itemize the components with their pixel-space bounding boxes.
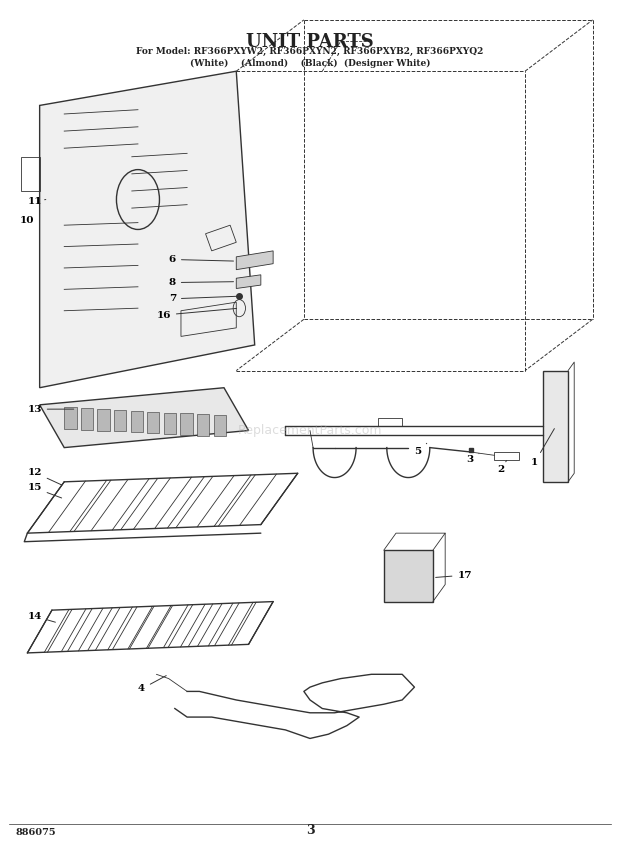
Polygon shape <box>81 408 93 430</box>
Text: For Model: RF366PXYW2, RF366PXYN2, RF366PXYB2, RF366PXYQ2: For Model: RF366PXYW2, RF366PXYN2, RF366… <box>136 47 484 56</box>
Text: 3: 3 <box>306 824 314 837</box>
Polygon shape <box>213 415 226 437</box>
Text: 13: 13 <box>27 405 74 413</box>
Text: 14: 14 <box>27 611 55 623</box>
Text: ReplacementParts.com: ReplacementParts.com <box>237 424 383 437</box>
Text: 10: 10 <box>20 216 35 226</box>
Polygon shape <box>40 71 255 387</box>
Text: 11: 11 <box>27 197 46 206</box>
Text: 4: 4 <box>138 676 166 693</box>
Polygon shape <box>384 550 433 602</box>
Polygon shape <box>131 411 143 432</box>
Polygon shape <box>197 414 209 436</box>
Polygon shape <box>40 387 249 448</box>
Text: 12: 12 <box>27 468 62 485</box>
Text: UNIT PARTS: UNIT PARTS <box>246 33 374 51</box>
Polygon shape <box>147 412 159 433</box>
Polygon shape <box>544 370 568 482</box>
Text: 6: 6 <box>169 255 234 264</box>
Text: 8: 8 <box>169 278 234 287</box>
Text: 15: 15 <box>27 483 61 498</box>
Text: 1: 1 <box>531 429 554 467</box>
Text: 17: 17 <box>436 571 472 579</box>
Text: 5: 5 <box>414 443 427 456</box>
Text: 886075: 886075 <box>15 827 56 837</box>
Text: 7: 7 <box>169 294 237 303</box>
Text: 3: 3 <box>467 454 479 464</box>
Text: 2: 2 <box>497 461 507 474</box>
Polygon shape <box>236 251 273 269</box>
Polygon shape <box>236 275 261 288</box>
Polygon shape <box>180 413 193 435</box>
Text: (White)    (Almond)    (Black)  (Designer White): (White) (Almond) (Black) (Designer White… <box>190 59 430 67</box>
Polygon shape <box>164 412 176 434</box>
Polygon shape <box>114 410 126 431</box>
Polygon shape <box>64 407 76 429</box>
Text: 16: 16 <box>156 308 237 319</box>
Polygon shape <box>97 409 110 430</box>
